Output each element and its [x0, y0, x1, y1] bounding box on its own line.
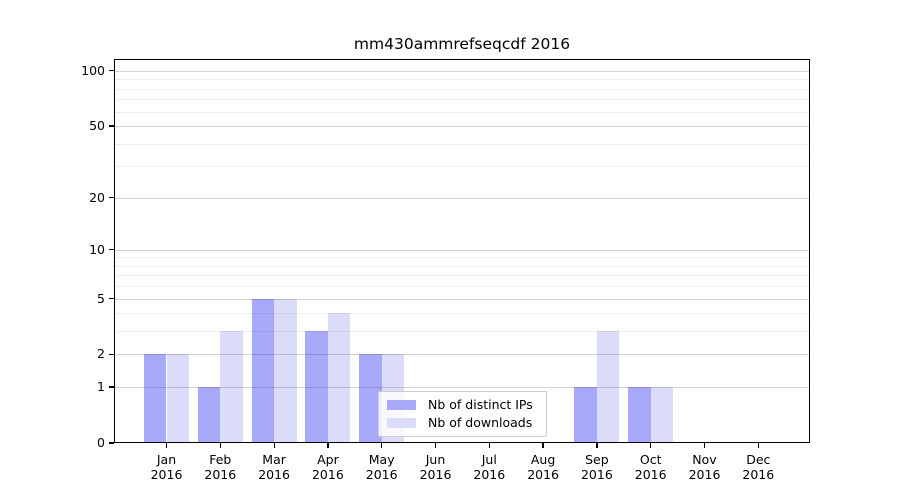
x-tick-mark-jan: [165, 443, 168, 448]
gridline-major-10: [114, 249, 810, 251]
gridline-minor-7: [114, 275, 810, 277]
y-tick-mark-20: [109, 196, 114, 199]
x-tick-label-may: May 2016: [365, 452, 398, 482]
gridline-major-50: [114, 125, 810, 127]
bar-apr-downloads: [327, 313, 351, 443]
x-tick-label-jan: Jan 2016: [150, 452, 183, 482]
x-tick-mark-dec: [757, 443, 759, 448]
bar-apr-distinct-ips: [305, 331, 328, 443]
bar-oct-distinct-ips: [628, 387, 651, 443]
gridline-minor-60: [114, 111, 810, 113]
x-tick-mark-aug: [542, 443, 544, 448]
gridline-minor-6: [114, 286, 810, 288]
y-tick-mark-1: [109, 386, 114, 388]
y-tick-mark-10: [109, 249, 114, 251]
gridline-major-5: [114, 298, 810, 300]
x-tick-label-dec: Dec 2016: [742, 452, 775, 482]
gridline-minor-4: [114, 313, 810, 315]
bar-mar-downloads: [274, 298, 297, 443]
bar-feb-distinct-ips: [197, 387, 221, 443]
x-tick-mark-jun: [434, 443, 437, 448]
gridline-minor-80: [114, 88, 810, 90]
y-tick-label-1: 1: [97, 379, 105, 395]
x-tick-label-feb: Feb 2016: [204, 452, 237, 482]
bar-jan-downloads: [166, 354, 190, 443]
legend-swatch-distinct-ips: [387, 400, 416, 410]
x-tick-label-apr: Apr 2016: [311, 452, 344, 482]
gridline-minor-3: [114, 331, 810, 333]
gridline-minor-30: [114, 166, 810, 168]
y-tick-mark-2: [109, 353, 114, 355]
x-tick-mark-sep: [596, 443, 598, 448]
x-tick-mark-may: [381, 443, 383, 448]
axes-box: [114, 59, 810, 443]
gridline-major-2: [114, 354, 810, 356]
x-tick-mark-mar: [273, 443, 275, 448]
x-tick-label-jul: Jul 2016: [473, 452, 506, 482]
bar-mar-distinct-ips: [251, 298, 275, 443]
legend-label-distinct-ips: Nb of distinct IPs: [428, 397, 533, 412]
x-tick-mark-oct: [650, 443, 652, 448]
gridline-minor-70: [114, 99, 810, 101]
legend-entry-downloads: Nb of downloads: [387, 416, 538, 430]
gridline-major-20: [114, 197, 810, 199]
x-tick-mark-jul: [488, 443, 490, 448]
gridline-minor-40: [114, 143, 810, 145]
y-tick-label-20: 20: [89, 189, 105, 205]
x-tick-mark-nov: [703, 443, 706, 448]
x-tick-label-mar: Mar 2016: [258, 452, 290, 482]
gridline-major-100: [114, 70, 810, 72]
x-tick-label-nov: Nov 2016: [688, 452, 721, 482]
gridline-minor-8: [114, 265, 810, 267]
chart-title: mm430ammrefseqcdf 2016: [353, 35, 571, 53]
gridline-major-1: [114, 387, 810, 389]
y-tick-mark-50: [109, 125, 114, 127]
x-tick-label-aug: Aug 2016: [527, 452, 559, 482]
bar-may-distinct-ips: [359, 354, 382, 443]
plot-area: [114, 59, 810, 443]
gridline-minor-9: [114, 257, 810, 259]
y-tick-label-100: 100: [81, 62, 105, 78]
y-tick-label-5: 5: [97, 290, 105, 306]
y-tick-mark-100: [109, 70, 114, 72]
y-tick-label-10: 10: [89, 241, 105, 257]
y-tick-label-0: 0: [97, 435, 105, 450]
x-tick-mark-feb: [219, 443, 221, 448]
bar-sep-distinct-ips: [574, 387, 597, 443]
x-tick-label-sep: Sep 2016: [580, 452, 613, 482]
bar-oct-downloads: [650, 387, 674, 443]
bar-jan-distinct-ips: [143, 354, 167, 443]
x-tick-mark-apr: [327, 443, 329, 448]
bar-feb-downloads: [220, 331, 243, 443]
y-tick-mark-5: [109, 297, 114, 300]
legend: Nb of distinct IPs Nb of downloads: [378, 391, 547, 437]
y-tick-label-50: 50: [89, 117, 105, 133]
legend-entry-distinct-ips: Nb of distinct IPs: [387, 398, 538, 412]
y-tick-label-2: 2: [97, 346, 105, 362]
x-tick-label-oct: Oct 2016: [634, 452, 667, 482]
legend-swatch-downloads: [387, 418, 416, 428]
x-tick-label-jun: Jun 2016: [419, 452, 452, 482]
legend-label-downloads: Nb of downloads: [428, 415, 533, 430]
gridline-minor-90: [114, 79, 810, 81]
y-tick-mark-0: [109, 442, 114, 444]
bar-sep-downloads: [596, 331, 620, 443]
